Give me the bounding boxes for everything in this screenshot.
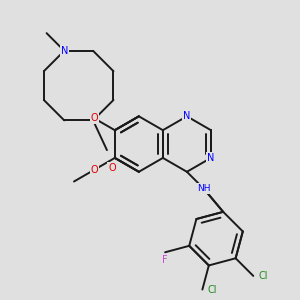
Text: N: N (183, 111, 190, 121)
Text: O: O (91, 165, 98, 175)
Text: Cl: Cl (258, 271, 268, 281)
Text: NH: NH (197, 184, 210, 193)
Text: F: F (162, 255, 168, 265)
Text: O: O (108, 163, 116, 173)
Text: Cl: Cl (208, 285, 217, 295)
Text: O: O (91, 113, 98, 123)
Text: N: N (61, 46, 68, 56)
Text: N: N (207, 153, 214, 163)
